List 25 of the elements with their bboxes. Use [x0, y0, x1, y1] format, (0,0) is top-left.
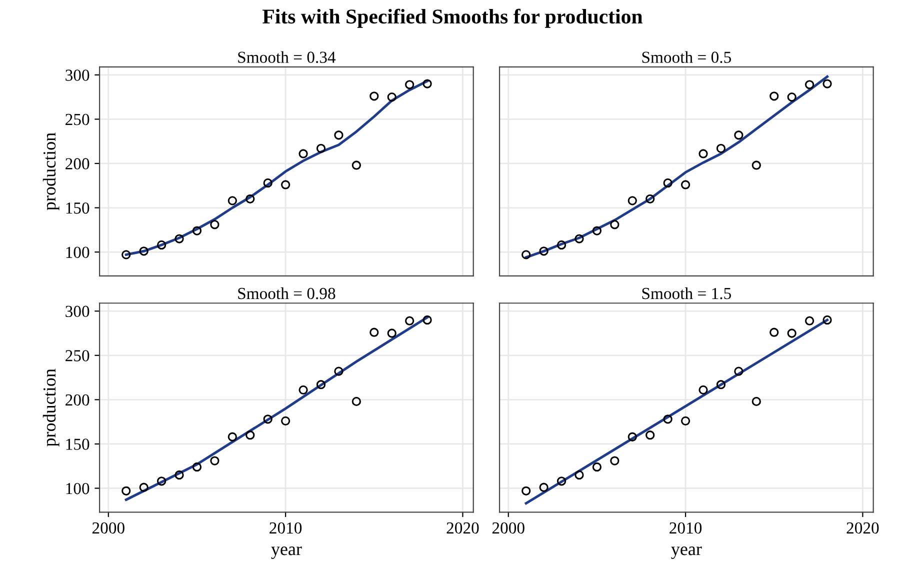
chart-subtitle: Smooth = 0.98	[238, 287, 336, 300]
chart-title: Fits with Specified Smooths for production	[262, 8, 643, 28]
chart-subtitle: Smooth = 0.5	[642, 51, 731, 63]
y-tick-label: 100	[66, 246, 90, 258]
x-tick-label: 2010	[270, 522, 302, 534]
x-axis-title: year	[271, 546, 302, 559]
chart-subtitle: Smooth = 1.5	[642, 287, 731, 300]
x-tick-label: 2020	[846, 522, 879, 534]
y-tick-label: 250	[66, 114, 90, 126]
x-axis-title: year	[671, 546, 702, 559]
y-tick-label: 150	[66, 202, 90, 214]
x-tick-label: 2010	[670, 522, 702, 534]
chart-subtitle: Smooth = 0.34	[238, 51, 336, 63]
y-tick-label: 200	[66, 394, 90, 406]
y-tick-label: 300	[66, 70, 90, 81]
x-tick-label: 2000	[92, 522, 124, 534]
y-tick-label: 100	[66, 482, 90, 494]
y-tick-label: 150	[66, 438, 90, 450]
y-tick-label: 200	[66, 158, 90, 170]
x-tick-label: 2020	[446, 522, 479, 534]
y-axis-title: production	[42, 132, 60, 210]
x-tick-label: 2000	[492, 522, 524, 534]
y-axis-title: production	[42, 368, 60, 446]
y-tick-label: 250	[66, 350, 90, 362]
y-tick-label: 300	[66, 306, 90, 318]
